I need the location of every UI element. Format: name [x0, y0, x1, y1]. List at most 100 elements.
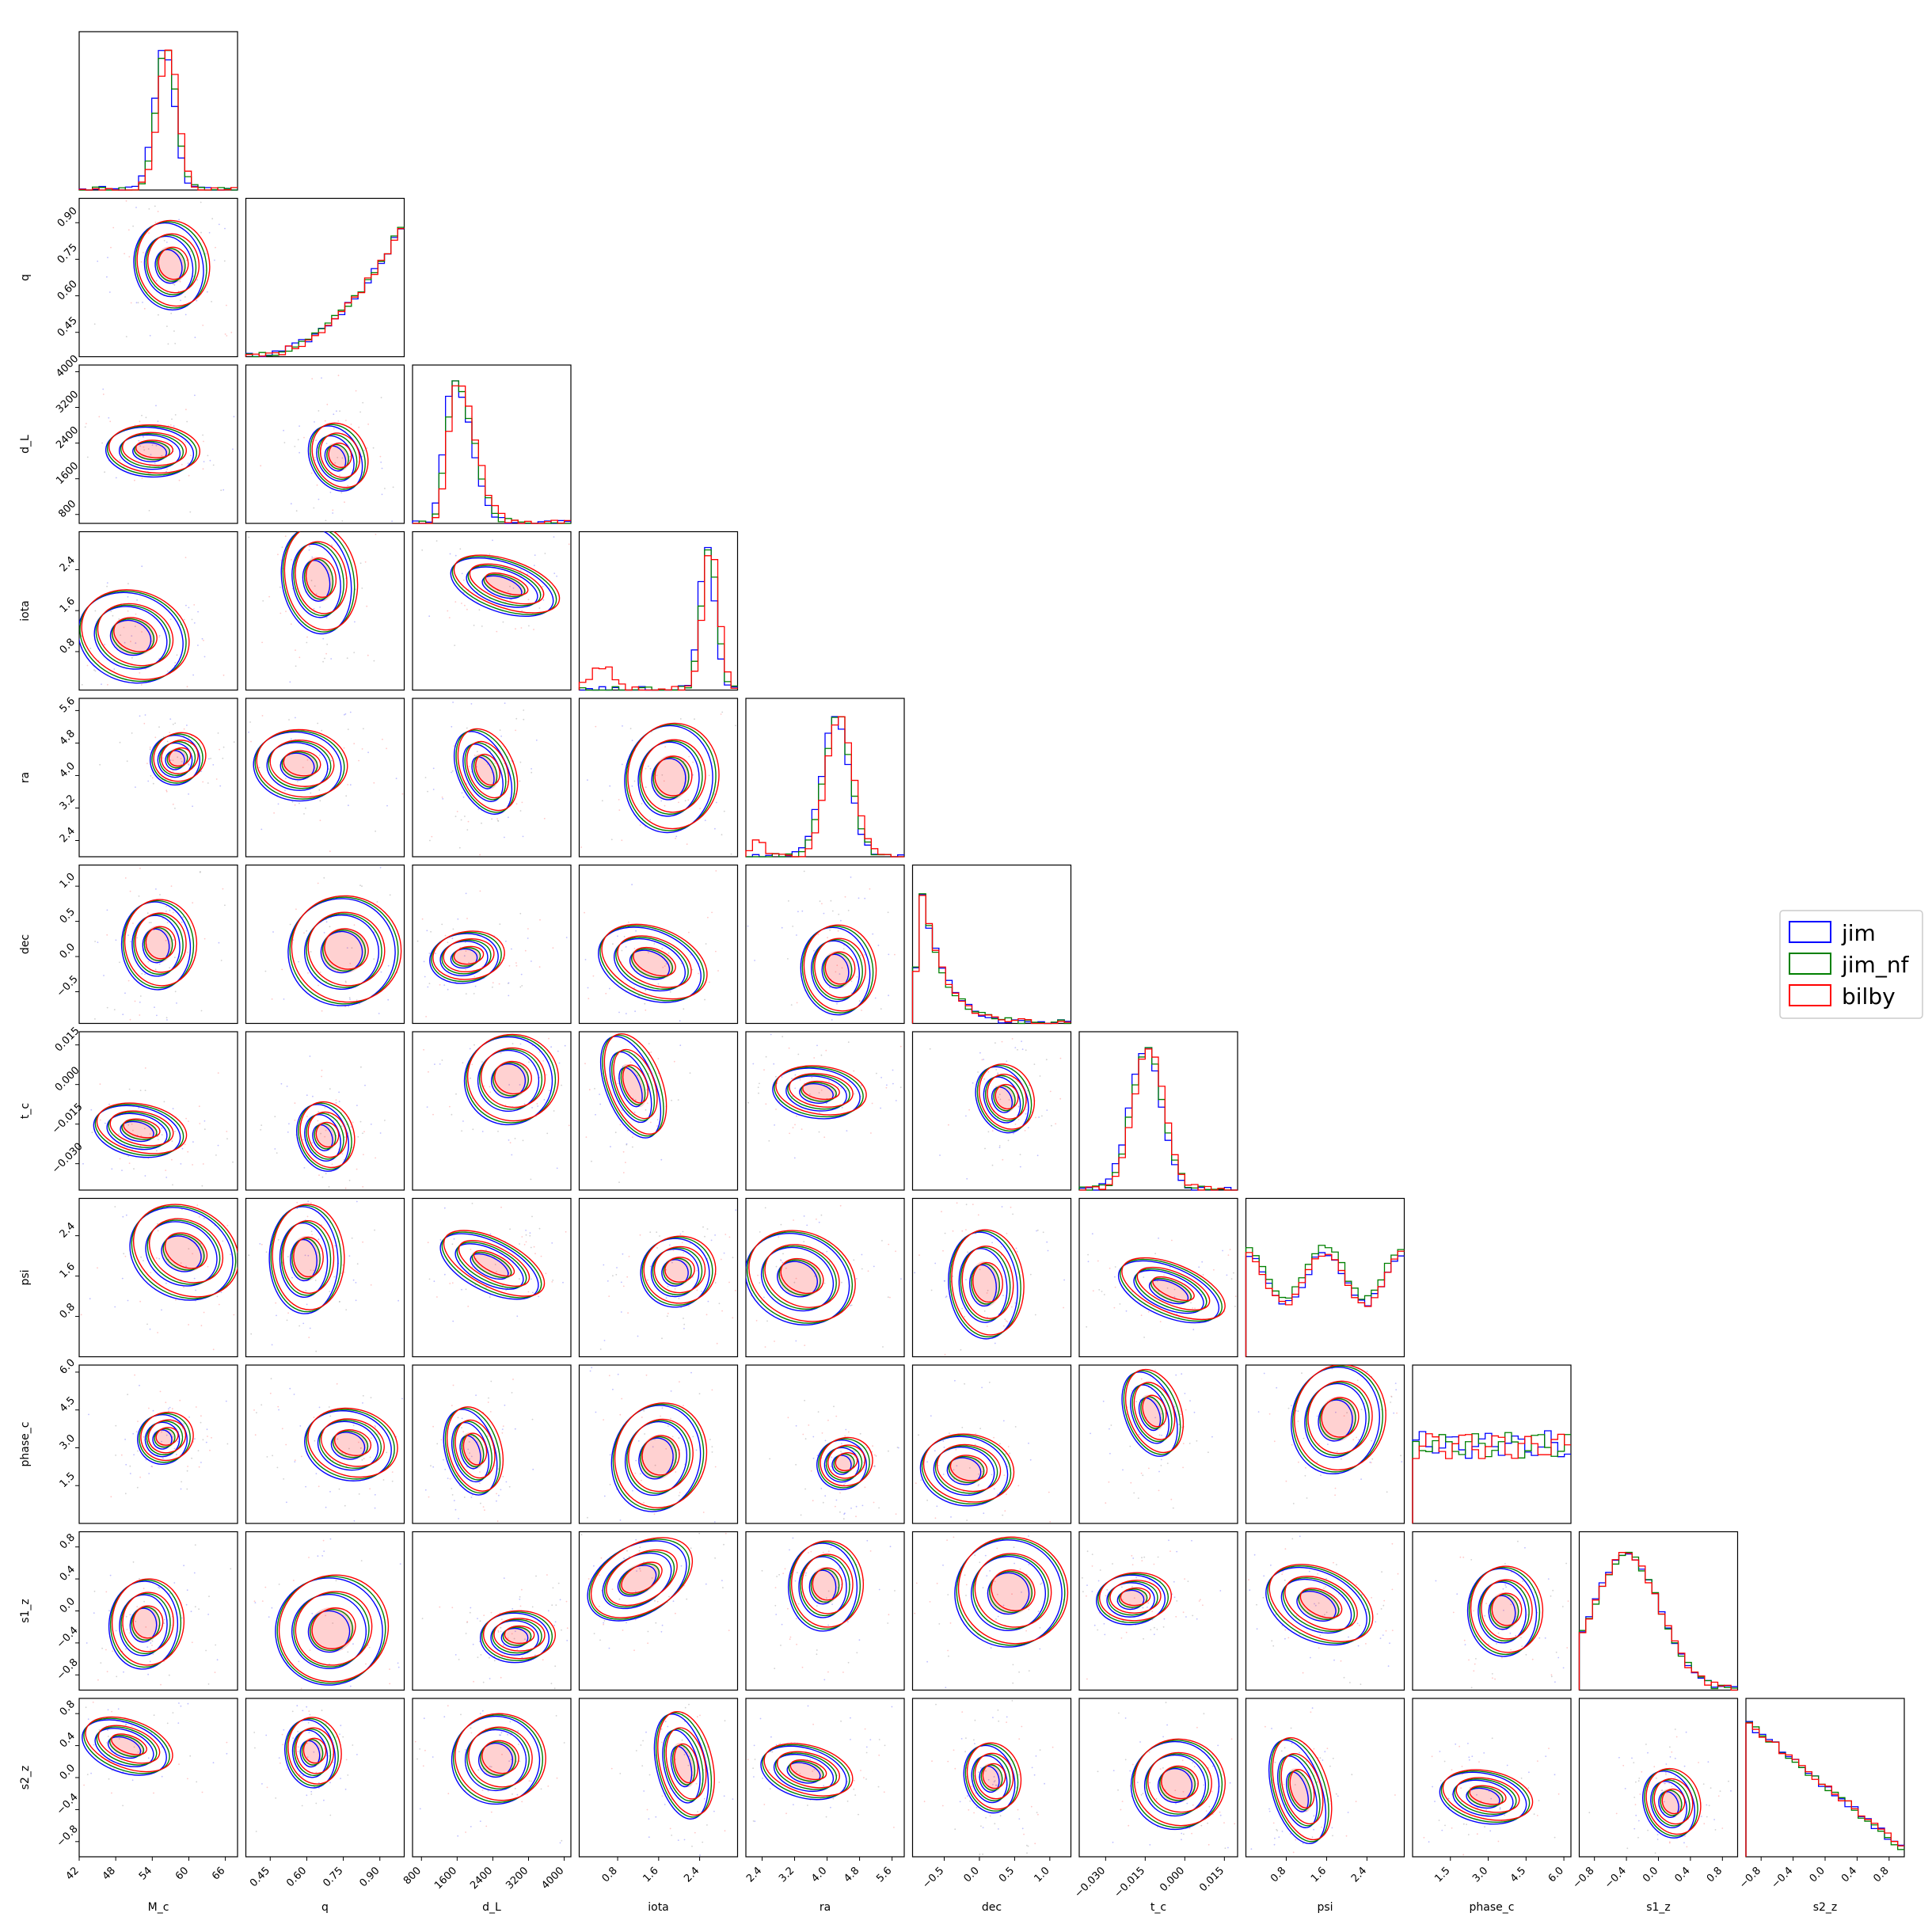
- contour-bilby: [1136, 1266, 1211, 1311]
- sample-point: [135, 786, 136, 788]
- sample-point: [625, 1162, 626, 1163]
- contour-jim: [131, 915, 181, 977]
- sample-point: [323, 1799, 325, 1801]
- sample-point: [609, 1484, 611, 1485]
- contour-jim_nf: [108, 1735, 145, 1757]
- x-tick-label: 3200: [504, 1865, 531, 1892]
- sample-point: [1656, 1839, 1659, 1840]
- sample-point: [328, 1112, 329, 1115]
- sample-point: [165, 1017, 168, 1019]
- sample-point: [1101, 1291, 1103, 1292]
- sample-point: [619, 1773, 622, 1774]
- sample-point: [487, 1435, 489, 1437]
- sample-point: [1122, 1469, 1124, 1471]
- sample-point: [361, 885, 363, 888]
- sample-point: [162, 917, 164, 919]
- sample-point: [1158, 1489, 1160, 1492]
- sample-point: [148, 510, 150, 512]
- sample-point: [816, 1605, 818, 1607]
- contour-jim: [799, 1083, 834, 1104]
- sample-point: [337, 456, 339, 458]
- contour-bilby: [1442, 1769, 1534, 1821]
- contour-jim: [948, 1231, 1018, 1340]
- contour-bilby: [812, 1567, 843, 1601]
- sample-point: [147, 448, 150, 450]
- sample-point: [1333, 1659, 1335, 1661]
- sample-point: [354, 621, 356, 623]
- contour-bilby: [269, 740, 335, 787]
- sample-point: [669, 1244, 671, 1246]
- contour-t_c-vs-s2_z: [1078, 1698, 1238, 1858]
- sample-point: [298, 960, 299, 963]
- sample-point: [255, 1831, 257, 1832]
- sample-point: [155, 444, 158, 447]
- sample-point: [645, 989, 647, 991]
- sample-point: [248, 536, 250, 538]
- sample-point: [775, 1265, 778, 1268]
- sample-point: [136, 599, 139, 601]
- contour-jim_nf: [1135, 1268, 1208, 1313]
- sample-point: [391, 520, 393, 523]
- sample-point: [1170, 1498, 1173, 1500]
- sample-point: [1086, 1678, 1088, 1680]
- sample-point: [1140, 1472, 1143, 1474]
- contour-jim_nf: [1282, 1577, 1356, 1632]
- panel-frame: [745, 1364, 905, 1524]
- sample-point: [180, 758, 182, 759]
- sample-point: [311, 1234, 313, 1235]
- sample-point: [500, 1676, 502, 1679]
- sample-point: [915, 1482, 917, 1485]
- sample-point: [544, 553, 546, 554]
- sample-point: [797, 1603, 800, 1605]
- sample-point: [1031, 1767, 1033, 1769]
- sample-point: [1029, 1084, 1030, 1086]
- sample-point: [1360, 1683, 1362, 1686]
- sample-point: [679, 1020, 681, 1022]
- sample-point: [683, 1405, 684, 1407]
- contour-lines: [816, 1436, 873, 1490]
- sample-point: [351, 1237, 353, 1239]
- sample-point: [512, 1379, 514, 1380]
- contour-bilby: [148, 1218, 224, 1284]
- sample-point: [315, 1802, 318, 1805]
- sample-point: [150, 1642, 152, 1644]
- sample-point: [773, 1063, 775, 1065]
- sample-point: [421, 549, 424, 551]
- sample-point: [1669, 1746, 1671, 1748]
- sample-point: [499, 729, 501, 732]
- sample-point: [441, 797, 443, 798]
- sample-point: [975, 1792, 976, 1794]
- sample-point: [990, 1647, 992, 1649]
- sample-point: [1491, 1737, 1493, 1740]
- contour-lines: [1439, 1769, 1534, 1825]
- sample-point: [835, 1415, 838, 1417]
- sample-point: [270, 1378, 272, 1380]
- sample-point: [503, 1577, 505, 1579]
- contour-jim_nf: [106, 425, 198, 476]
- sample-point: [152, 1653, 154, 1655]
- panel-frame: [412, 1531, 572, 1691]
- sample-point: [135, 207, 137, 208]
- sample-point: [481, 626, 483, 627]
- sample-point: [140, 1135, 143, 1137]
- contour-phase_c-vs-s1_z: [1412, 1531, 1572, 1691]
- sample-point: [310, 951, 312, 953]
- sample-point: [1017, 1808, 1019, 1811]
- sample-point: [762, 1778, 763, 1779]
- sample-point: [1234, 1306, 1236, 1307]
- sample-point: [361, 1459, 363, 1461]
- sample-point: [261, 1404, 263, 1406]
- sample-point: [1376, 1613, 1379, 1615]
- sample-point: [500, 1052, 502, 1054]
- sample-point: [556, 1167, 558, 1169]
- sample-point: [642, 1740, 644, 1742]
- sample-point: [447, 1705, 449, 1707]
- sample-point: [200, 1421, 202, 1424]
- sample-point: [846, 1090, 847, 1092]
- sample-point: [524, 949, 527, 952]
- sample-point: [454, 1654, 457, 1656]
- sample-point: [667, 1725, 669, 1728]
- sample-point: [194, 1606, 196, 1608]
- sample-point: [500, 1618, 503, 1620]
- sample-point: [519, 1595, 521, 1598]
